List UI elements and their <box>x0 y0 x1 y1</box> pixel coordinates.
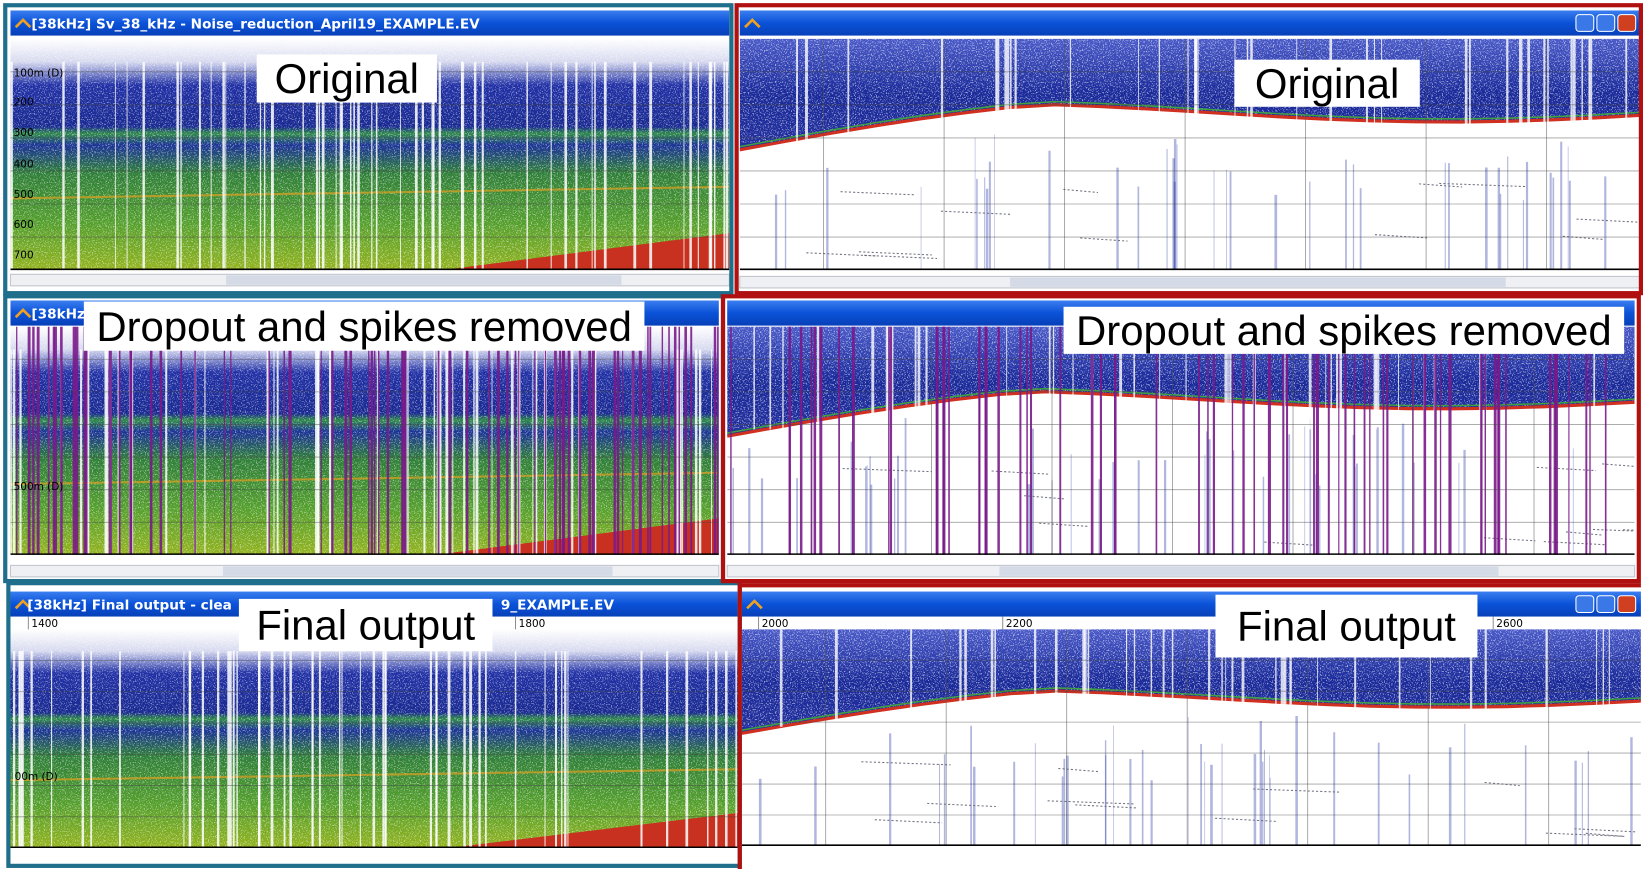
screenshot: [38kHz] Sv_38_kHz - Noise_reduction_Apri… <box>0 0 1643 869</box>
depth-label: 500 <box>14 189 34 201</box>
window-button[interactable] <box>1597 596 1615 613</box>
panel-label: Original <box>275 55 419 102</box>
echogram <box>10 629 737 848</box>
panel-label: Dropout and spikes removed <box>96 303 632 350</box>
window-button[interactable] <box>1576 15 1594 32</box>
panel-label: Final output <box>256 602 475 649</box>
window-button[interactable] <box>1618 596 1636 613</box>
panel-label: Final output <box>1237 603 1456 650</box>
distance-label: 2200 <box>1006 618 1033 630</box>
window-button[interactable] <box>1618 15 1636 32</box>
scroll-thumb[interactable] <box>223 566 613 575</box>
echogram <box>727 327 1643 555</box>
scroll-thumb[interactable] <box>999 566 1498 575</box>
distance-label: 1800 <box>519 618 546 630</box>
distance-label: 2600 <box>1496 618 1523 630</box>
window-button[interactable] <box>1576 596 1594 613</box>
panel-label: Dropout and spikes removed <box>1076 307 1612 354</box>
depth-label: 00m (D) <box>15 771 58 783</box>
window-title: [38kHz <box>31 306 85 322</box>
depth-label: 700 <box>14 250 34 262</box>
distance-label: 1400 <box>31 618 58 630</box>
panel-label: Original <box>1255 60 1399 107</box>
depth-label: 100m (D) <box>14 67 64 79</box>
depth-label: 300 <box>14 127 34 139</box>
page: Echogram noise reduction {"left_panels":… <box>0 0 1643 869</box>
echogram <box>742 629 1643 846</box>
echo-speckle <box>10 327 718 555</box>
depth-label: 200 <box>14 97 34 109</box>
distance-label: 2000 <box>762 618 789 630</box>
depth-label: 500m (D) <box>14 481 64 493</box>
body: [38kHz] Sv_38_kHz - Noise_reduction_Apri… <box>0 0 1643 869</box>
title-bar <box>740 10 1641 35</box>
window-button[interactable] <box>1597 15 1615 32</box>
window-title: 9_EXAMPLE.EV <box>501 597 615 613</box>
scroll-thumb[interactable] <box>226 275 621 284</box>
window-title: [38kHz] Final output - clea <box>27 597 232 613</box>
title-bar <box>742 592 1641 617</box>
echogram <box>740 39 1641 270</box>
depth-label: 600 <box>14 219 34 231</box>
depth-label: 400 <box>14 159 34 171</box>
window-title: [38kHz] Sv_38_kHz - Noise_reduction_Apri… <box>31 16 480 32</box>
scroll-thumb[interactable] <box>1010 277 1506 286</box>
echogram <box>10 327 718 555</box>
